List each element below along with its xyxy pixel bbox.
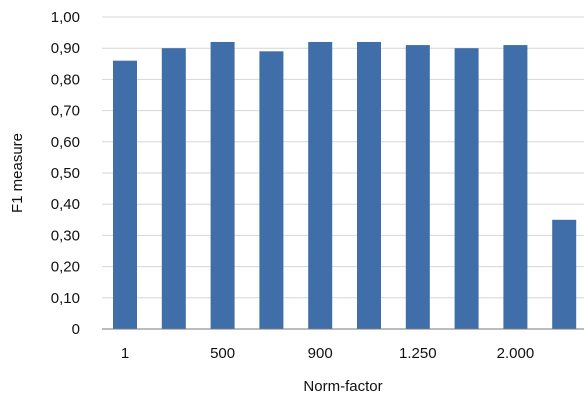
- bar: [259, 51, 284, 329]
- bar: [405, 45, 430, 330]
- y-tick-label: 0: [72, 321, 80, 338]
- x-tick-label: 500: [210, 345, 235, 362]
- y-tick-label: 0,40: [51, 196, 80, 213]
- y-tick-label: 1,00: [51, 9, 80, 26]
- y-tick-label: 0,50: [51, 165, 80, 182]
- bar: [210, 41, 235, 330]
- x-tick-label: 1.250: [399, 345, 437, 362]
- y-tick-label: 0,60: [51, 134, 80, 151]
- bar: [357, 41, 381, 330]
- y-tick-label: 0,20: [51, 259, 80, 276]
- y-tick-label: 0,70: [51, 103, 80, 120]
- y-tick-label: 0,10: [51, 290, 80, 307]
- bar: [552, 219, 577, 329]
- bar: [503, 45, 528, 330]
- y-tick-label: 0,30: [51, 227, 80, 244]
- x-tick-label: 1: [121, 345, 129, 362]
- bar: [308, 41, 333, 330]
- y-axis-title: F1 measure: [9, 133, 26, 213]
- x-axis-title: Norm-factor: [303, 378, 382, 395]
- y-tick-label: 0,90: [51, 40, 80, 57]
- y-tick-labels: 0 0,10 0,20 0,30 0,40 0,50 0,60 0,70 0,80 0,90 1,0…: [51, 9, 80, 338]
- y-tick-label: 0,80: [51, 71, 80, 88]
- bar: [161, 48, 186, 329]
- bars: [113, 41, 577, 330]
- x-tick-label: 2.000: [497, 345, 535, 362]
- bar: [454, 48, 479, 329]
- x-tick-labels: 1 500 900 1.250 2.000: [121, 345, 534, 362]
- bar: [113, 60, 137, 330]
- x-tick-label: 900: [308, 345, 333, 362]
